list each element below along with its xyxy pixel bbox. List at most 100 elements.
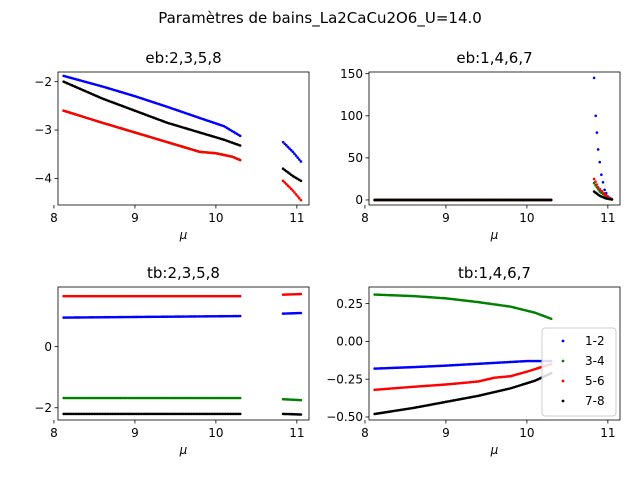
- chart-4-ytick-label-4: −0.50: [326, 410, 363, 424]
- figure-suptitle: Paramètres de bains_La2CaCu2O6_U=14.0: [158, 9, 482, 28]
- chart-4-legend-label-3: 5-6: [585, 374, 605, 388]
- chart-2-series-3-point-2-6: [600, 189, 604, 193]
- chart-2-xtick-label-3: 10: [519, 211, 534, 225]
- chart-4-legend-label-4: 7-8: [585, 394, 605, 408]
- chart-3-ytick-label-2: −2: [34, 401, 52, 415]
- chart-1-series-3-point-2-1: [281, 179, 285, 183]
- chart-4-axes-frame: [368, 286, 621, 421]
- chart-3-xtick-label-4: 11: [289, 426, 304, 440]
- chart-4-series-3: [373, 362, 553, 392]
- chart-4-xtick-label-1: 8: [361, 426, 369, 440]
- chart-2-ytick-label-4: 150: [340, 67, 363, 81]
- chart-2-series-1-point-2-6: [600, 173, 603, 176]
- chart-4-ytick-label-3: −0.25: [326, 372, 363, 386]
- chart-1-xtick-label-2: 9: [131, 211, 139, 225]
- chart-3-series-1: [62, 311, 303, 319]
- chart-1-xtick-label-4: 11: [289, 211, 304, 225]
- chart-4-xtick-label-3: 10: [519, 426, 534, 440]
- chart-3-series-1-point-1-110: [238, 314, 242, 318]
- chart-1-series-1-point-2-3: [285, 144, 288, 147]
- chart-4-legend-marker-3: [561, 379, 565, 383]
- chart-4-series-2-point-1-110: [549, 317, 553, 321]
- chart-3-series-2-point-2-12: [299, 398, 303, 402]
- chart-1-series-1-point-2-10: [296, 156, 299, 159]
- chart-2-series-1-point-2-7: [601, 180, 605, 184]
- chart-4-ytick-label-2: 0.00: [336, 335, 363, 349]
- chart-1-series-1: [62, 74, 303, 163]
- chart-4-legend-box: [541, 327, 617, 417]
- chart-2-ytick-label-1: 0: [355, 193, 363, 207]
- chart-2-series-3-point-2-5: [598, 187, 602, 191]
- chart-1-series-1-point-2-9: [294, 154, 298, 157]
- chart-2-series-1-point-2-8: [603, 188, 606, 192]
- chart-2-series-4-point-2-13: [610, 198, 614, 201]
- chart-1-ytick-label-3: −4: [34, 172, 52, 186]
- chart-1-series-3-point-2-7: [291, 189, 295, 192]
- chart-4: tb:1,4,6,7 8 9 10 11 0.25 0.00 −0.25 −0.50 μ 1-2 3-…: [326, 264, 621, 457]
- chart-4-legend-label-1: 1-2: [585, 334, 605, 348]
- chart-4-legend-label-2: 3-4: [585, 354, 605, 368]
- chart-3-xlabel: μ: [179, 443, 188, 457]
- chart-4-legend-marker-4: [561, 399, 565, 403]
- chart-2-series-1-point-2-4: [596, 148, 600, 151]
- chart-3-title: tb:2,3,5,8: [147, 264, 220, 282]
- chart-2-xlabel: μ: [490, 228, 499, 242]
- chart-1-ytick-label-2: −3: [34, 123, 52, 137]
- chart-3: tb:2,3,5,8 8 9 10 11 0 −2 μ: [34, 264, 310, 457]
- chart-3-axes-frame: [57, 286, 310, 421]
- chart-1-xlabel: μ: [179, 228, 188, 242]
- chart-1-series-1-point-2-2: [283, 142, 287, 146]
- chart-4-series-2: [373, 293, 553, 321]
- chart-3-xtick-label-1: 8: [50, 426, 58, 440]
- chart-1-series-1-point-2-5: [288, 147, 291, 150]
- chart-4-ytick-label-1: 0.25: [336, 297, 363, 311]
- chart-1-series-3-point-2-3: [285, 182, 288, 186]
- chart-4-legend-marker-1: [561, 339, 565, 343]
- chart-2: eb:1,4,6,7 8 9 10 11 0 50 100 150 μ: [340, 49, 621, 242]
- chart-3-series-3-point-2-12: [299, 292, 303, 296]
- chart-1-series-1-point-2-7: [291, 150, 295, 154]
- chart-1-series-3-point-1-110: [238, 158, 242, 162]
- chart-1-series-1-point-2-8: [293, 152, 296, 156]
- chart-1-ytick-label-1: −2: [34, 75, 52, 89]
- chart-3-series-2-point-1-110: [238, 396, 242, 400]
- chart-1-series-1-point-2-1: [281, 140, 285, 144]
- chart-3-series-3-point-1-110: [238, 294, 242, 298]
- chart-2-series-1-point-2-5: [598, 160, 602, 164]
- chart-2-series-3-point-2-2: [594, 180, 597, 184]
- chart-3-series-2: [62, 396, 303, 402]
- chart-2-xtick-label-2: 9: [442, 211, 450, 225]
- chart-1-series-1-point-2-12: [299, 160, 303, 163]
- chart-2-series-1-point-2-3: [595, 131, 599, 134]
- chart-3-series-4-point-2-12: [299, 413, 303, 416]
- chart-2-axes-frame: [368, 71, 621, 206]
- chart-1-series-1-point-2-11: [297, 158, 301, 161]
- chart-4-xtick-label-2: 9: [442, 426, 450, 440]
- chart-3-ytick-label-1: 0: [44, 340, 52, 354]
- chart-3-series-4-point-1-110: [238, 412, 242, 416]
- chart-4-series-4: [373, 371, 553, 416]
- chart-3-series-4: [62, 412, 303, 416]
- chart-2-xtick-label-1: 8: [361, 211, 369, 225]
- chart-1-series-4-point-2-12: [299, 179, 303, 183]
- chart-2-xtick-label-4: 11: [600, 211, 615, 225]
- chart-2-title: eb:1,4,6,7: [456, 49, 532, 67]
- chart-3-series-1-point-2-12: [299, 311, 303, 315]
- chart-1-series-3-point-2-9: [294, 193, 298, 196]
- chart-1-series-3-point-2-6: [289, 187, 293, 191]
- chart-1-axes-frame: [57, 71, 310, 206]
- chart-1: eb:2,3,5,8 8 9 10 11 −2 −3 −4 μ: [34, 49, 310, 242]
- chart-4-series-1: [373, 359, 553, 370]
- chart-3-xtick-label-3: 10: [208, 426, 223, 440]
- chart-4-legend: 1-2 3-4 5-6 7-8: [541, 327, 617, 417]
- chart-2-series-3-point-2-1: [592, 177, 596, 181]
- chart-1-series-3-point-2-10: [296, 194, 299, 198]
- chart-2-series-1-point-2-2: [594, 114, 598, 118]
- chart-2-series-1-point-2-1: [592, 76, 596, 80]
- chart-2-series-3-point-2-3: [595, 183, 599, 186]
- chart-1-series-3-point-2-5: [288, 185, 291, 189]
- chart-1-title: eb:2,3,5,8: [145, 49, 221, 67]
- chart-4-title: tb:1,4,6,7: [458, 264, 531, 282]
- chart-3-series-3: [62, 292, 303, 298]
